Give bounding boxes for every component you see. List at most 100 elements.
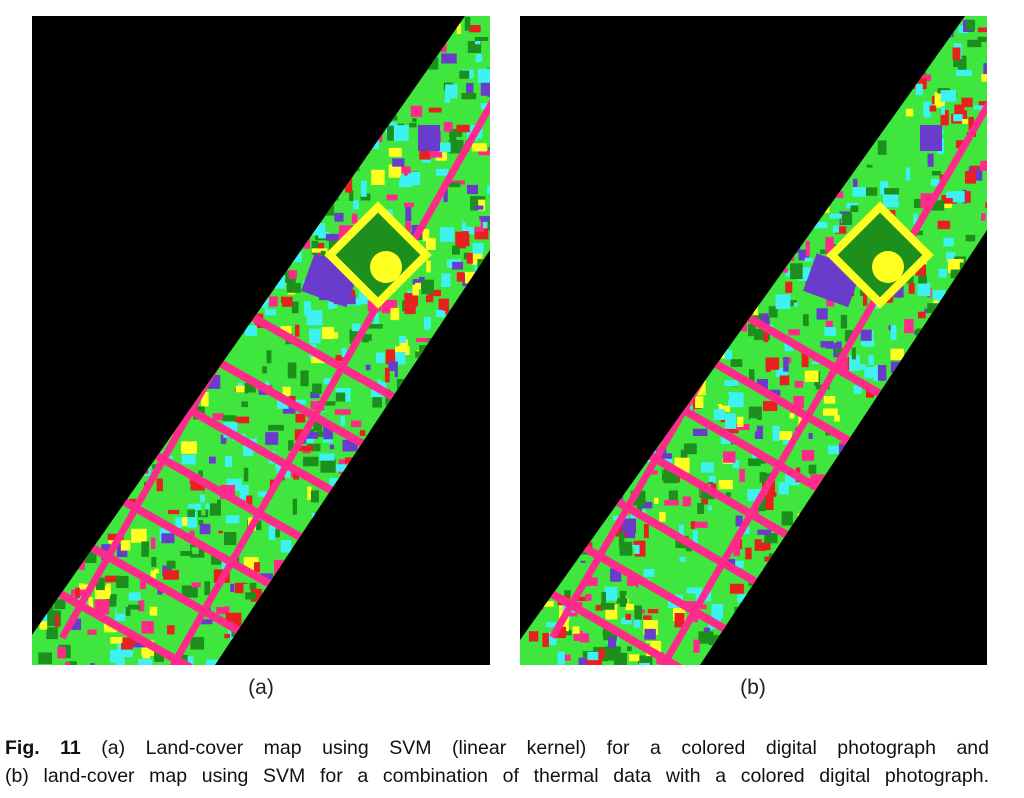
texture xyxy=(428,107,442,113)
texture xyxy=(181,585,198,598)
texture xyxy=(288,270,297,279)
texture xyxy=(890,348,904,361)
texture xyxy=(763,346,777,355)
texture xyxy=(349,329,360,344)
texture xyxy=(210,466,215,472)
texture xyxy=(794,380,804,388)
texture xyxy=(297,321,304,326)
texture xyxy=(351,213,358,224)
texture xyxy=(275,462,286,471)
texture xyxy=(425,295,434,303)
caption-text: (a) Land-cover map using SVM (linear ker… xyxy=(101,737,990,759)
texture xyxy=(785,281,793,293)
texture xyxy=(962,119,969,124)
texture xyxy=(295,413,306,423)
texture xyxy=(763,332,769,343)
texture xyxy=(377,379,387,391)
texture xyxy=(425,238,436,251)
texture xyxy=(578,553,592,561)
texture xyxy=(864,367,879,379)
texture xyxy=(209,627,223,642)
texture xyxy=(388,164,402,178)
texture xyxy=(404,202,414,208)
texture xyxy=(387,125,394,141)
texture xyxy=(587,651,599,661)
texture xyxy=(784,339,793,352)
texture xyxy=(713,409,725,420)
texture xyxy=(822,408,838,416)
texture xyxy=(757,496,766,512)
texture xyxy=(318,231,330,239)
texture xyxy=(108,537,118,544)
texture xyxy=(469,25,481,33)
texture xyxy=(243,583,251,594)
texture xyxy=(416,193,432,200)
texture xyxy=(598,589,604,597)
texture xyxy=(110,637,125,644)
texture xyxy=(754,425,763,439)
texture xyxy=(636,501,643,512)
texture xyxy=(913,213,918,225)
texture xyxy=(178,654,188,663)
texture xyxy=(692,428,708,437)
texture xyxy=(779,375,790,386)
texture xyxy=(131,528,147,543)
texture xyxy=(448,182,461,188)
texture xyxy=(291,301,299,314)
texture xyxy=(732,460,740,469)
texture xyxy=(464,16,471,31)
texture xyxy=(319,453,335,461)
texture xyxy=(572,626,580,634)
texture xyxy=(934,92,945,108)
texture xyxy=(154,568,159,574)
texture xyxy=(679,556,686,562)
texture xyxy=(905,167,911,181)
texture xyxy=(620,600,627,607)
texture xyxy=(754,539,767,551)
texture xyxy=(489,368,490,375)
texture xyxy=(674,612,685,628)
texture xyxy=(371,169,385,186)
texture xyxy=(360,180,367,197)
texture xyxy=(931,178,943,187)
texture xyxy=(435,168,449,176)
texture xyxy=(400,175,413,188)
texture xyxy=(977,36,987,42)
texture xyxy=(827,445,841,455)
texture xyxy=(764,537,771,551)
texture xyxy=(965,191,971,203)
texture xyxy=(206,659,219,665)
texture xyxy=(311,223,326,236)
texture xyxy=(695,521,708,528)
texture xyxy=(439,227,455,242)
texture xyxy=(939,201,953,209)
panel-label: (a) xyxy=(248,676,274,699)
texture xyxy=(647,609,659,614)
texture xyxy=(583,577,598,586)
texture xyxy=(954,104,965,119)
texture xyxy=(767,492,777,497)
texture xyxy=(692,530,698,545)
texture xyxy=(243,467,249,482)
texture xyxy=(714,405,719,412)
texture xyxy=(693,639,700,653)
texture xyxy=(224,455,233,467)
texture xyxy=(94,599,110,615)
texture xyxy=(264,304,277,316)
texture xyxy=(764,556,775,562)
texture xyxy=(115,658,126,665)
texture xyxy=(950,269,961,279)
texture xyxy=(132,642,148,648)
texture xyxy=(245,592,256,600)
texture xyxy=(820,341,834,348)
texture xyxy=(749,418,757,432)
texture xyxy=(682,496,691,507)
texture xyxy=(443,188,448,203)
texture xyxy=(957,60,967,74)
texture xyxy=(441,53,457,64)
texture xyxy=(418,125,440,151)
texture xyxy=(312,383,322,394)
texture xyxy=(463,252,469,260)
texture xyxy=(78,560,85,570)
texture xyxy=(786,300,797,307)
